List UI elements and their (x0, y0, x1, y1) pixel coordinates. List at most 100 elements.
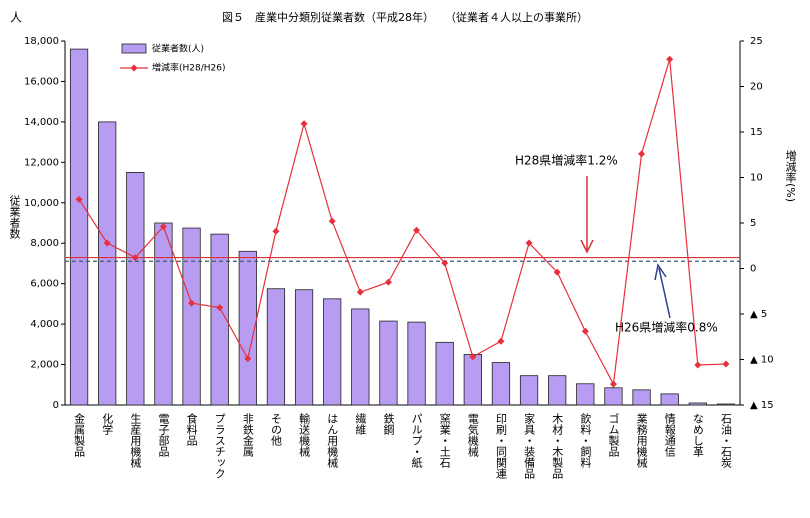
bar (294, 289, 314, 406)
x-tick-label: 木材・木製品 (551, 413, 564, 479)
x-tick-label: 電気機械 (466, 413, 479, 458)
bar (323, 298, 342, 406)
x-tick-label: プラスチック (213, 413, 226, 479)
bar (210, 233, 229, 406)
y2-tick-label: 5 (750, 218, 756, 229)
y-tick-label: 16,000 (24, 76, 59, 87)
x-tick-label: 金属製品 (73, 412, 86, 457)
x-tick-label: 輸送機械 (298, 412, 311, 458)
x-tick-label: 鉄鋼 (382, 412, 395, 436)
y2-tick-label: 10 (750, 173, 763, 184)
line-marker (188, 299, 196, 307)
y-tick-label: 10,000 (24, 198, 59, 209)
x-tick-label: はん用機械 (326, 413, 339, 469)
y-tick-label: 2,000 (30, 360, 59, 371)
legend-swatch (121, 43, 147, 54)
bar (435, 341, 454, 406)
line-marker (300, 120, 308, 128)
line-marker (525, 239, 533, 247)
y2-tick-label: 25 (750, 36, 763, 47)
bar (491, 362, 511, 406)
x-tick-label: 電子部品 (157, 413, 170, 457)
annotation: H28県増減率1.2% (515, 153, 618, 168)
arrow (580, 176, 594, 254)
y-tick-label: 6,000 (30, 279, 59, 290)
bar (69, 48, 89, 406)
y2-tick-label: ▲ 15 (750, 400, 774, 411)
bar (238, 250, 257, 406)
y-tick-label: 12,000 (24, 157, 59, 168)
line-marker (216, 304, 224, 312)
y2-tick-label: ▲ 5 (750, 309, 767, 320)
line-marker (581, 327, 589, 335)
bar (351, 308, 370, 406)
line-marker (103, 239, 111, 247)
line-marker (328, 217, 336, 225)
line-marker (384, 278, 392, 286)
x-tick-label: 窯業・土石 (438, 412, 451, 468)
line-marker (75, 195, 83, 203)
y-axis-title: 従業者数 (8, 195, 21, 240)
bar (126, 172, 145, 406)
x-tick-label: 化学 (101, 412, 114, 435)
y2-tick-label: ▲ 10 (750, 355, 774, 366)
bar (407, 321, 426, 406)
y-tick-label: 8,000 (30, 238, 59, 249)
bar (182, 227, 201, 406)
line-marker (666, 55, 674, 63)
x-tick-label: その他 (269, 413, 282, 446)
bar (154, 222, 173, 406)
bar (604, 387, 623, 406)
bar (519, 375, 539, 406)
y2-tick-label: 15 (750, 127, 763, 138)
line-marker (413, 226, 421, 234)
x-tick-label: 非鉄金属 (241, 413, 254, 458)
bar (576, 383, 595, 406)
line-marker (722, 360, 730, 368)
bar (98, 121, 117, 406)
y2-axis-title: 増減率(%) (784, 150, 797, 202)
y-tick-label: 0 (53, 400, 59, 411)
x-tick-label: 業務用機械 (635, 413, 648, 469)
line-marker (131, 254, 139, 262)
line-marker (609, 380, 617, 388)
legend-label: 従業者数(人) (152, 43, 204, 55)
bar (632, 389, 651, 406)
x-tick-label: なめし革 (691, 413, 704, 457)
y-tick-label: 14,000 (24, 117, 59, 128)
y2-tick-label: 20 (750, 82, 763, 93)
line-marker (159, 223, 167, 231)
x-tick-label: 繊維 (354, 413, 367, 435)
line-marker (441, 259, 449, 267)
bar (548, 375, 567, 406)
bar (266, 288, 286, 406)
y-tick-label: 18,000 (24, 36, 59, 47)
line-marker (272, 227, 280, 235)
y-unit: 人 (10, 11, 22, 25)
chart-title: 図５ 産業中分類別従業者数（平成28年） （従業者４人以上の事業所） (222, 10, 588, 24)
bar (463, 354, 482, 406)
x-tick-label: 情報通信 (663, 413, 676, 458)
x-tick-label: パルプ・紙 (410, 413, 423, 468)
x-tick-label: 飲料・飼料 (579, 412, 592, 469)
x-tick-label: 食料品 (185, 412, 198, 446)
x-tick-label: 生産用機械 (129, 412, 142, 469)
line-marker (553, 268, 561, 276)
legend-label: 増減率(H28/H26) (152, 62, 226, 74)
line-marker (638, 150, 646, 158)
bar (379, 320, 398, 406)
x-tick-label: 印刷・同関連 (494, 413, 507, 479)
annotation: H26県増減率0.8% (615, 320, 718, 335)
x-tick-label: 石油・石炭 (719, 413, 732, 469)
bar (688, 402, 707, 406)
bar (660, 393, 679, 406)
line-marker (469, 353, 477, 361)
line-marker (244, 355, 252, 363)
line-marker (497, 337, 505, 345)
y2-tick-label: 0 (750, 264, 756, 275)
line-marker (694, 361, 702, 369)
arrow (654, 263, 671, 319)
line-marker (356, 288, 364, 296)
x-tick-label: 家具・装備品 (523, 412, 536, 479)
